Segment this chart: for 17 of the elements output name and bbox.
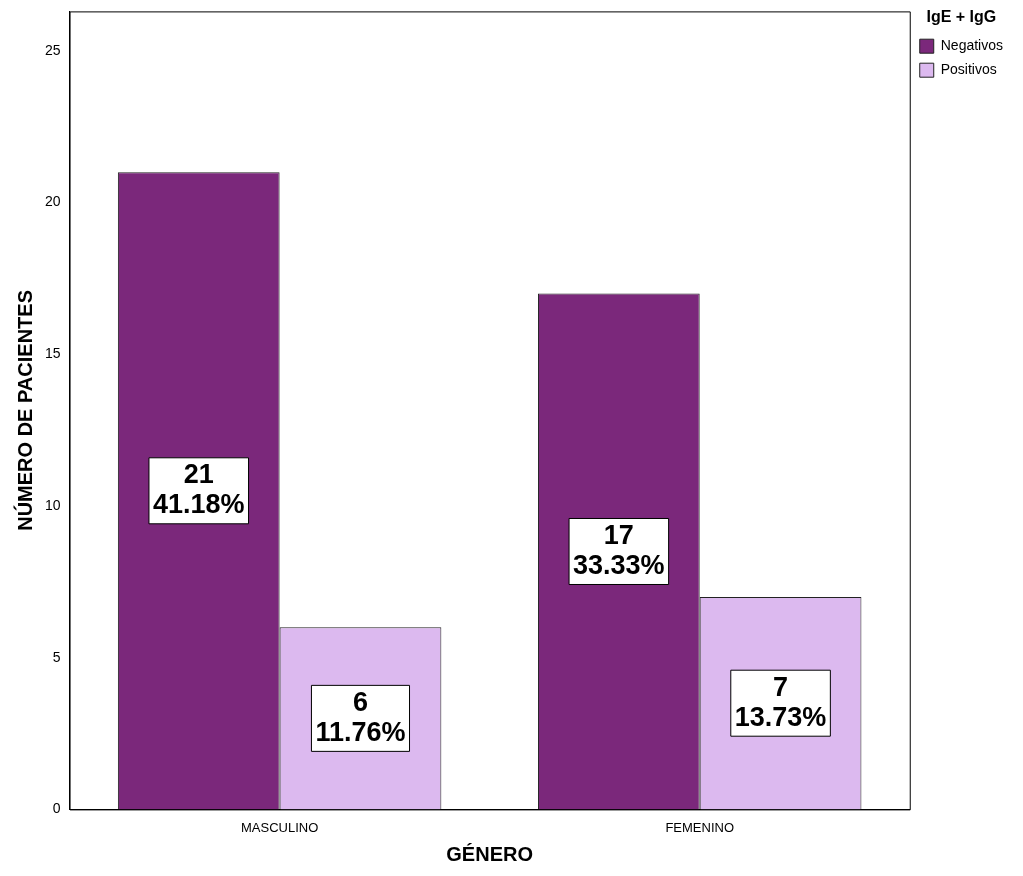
legend-label: Positivos bbox=[940, 61, 997, 78]
y-tick-label: 10 bbox=[44, 496, 61, 513]
y-tick-label: 0 bbox=[52, 800, 61, 817]
legend-label: Negativos bbox=[940, 37, 1004, 54]
y-tick-label: 20 bbox=[44, 193, 61, 210]
y-tick-label: 15 bbox=[44, 345, 61, 362]
data-label: 6 11.76% bbox=[315, 686, 406, 747]
data-label: 17 33.33% bbox=[573, 519, 665, 580]
data-label: 21 41.18% bbox=[152, 459, 245, 520]
y-tick-label: 25 bbox=[44, 41, 61, 58]
data-label: 7 13.73% bbox=[734, 671, 827, 732]
legend-title: IgE + IgG bbox=[926, 8, 997, 26]
y-axis-title: NÚMERO DE PACIENTES bbox=[12, 290, 36, 531]
x-tick-label: MASCULINO bbox=[240, 819, 319, 835]
x-tick-label: FEMENINO bbox=[665, 819, 735, 835]
y-tick-label: 5 bbox=[52, 648, 61, 665]
x-axis-title: GÉNERO bbox=[446, 842, 533, 865]
